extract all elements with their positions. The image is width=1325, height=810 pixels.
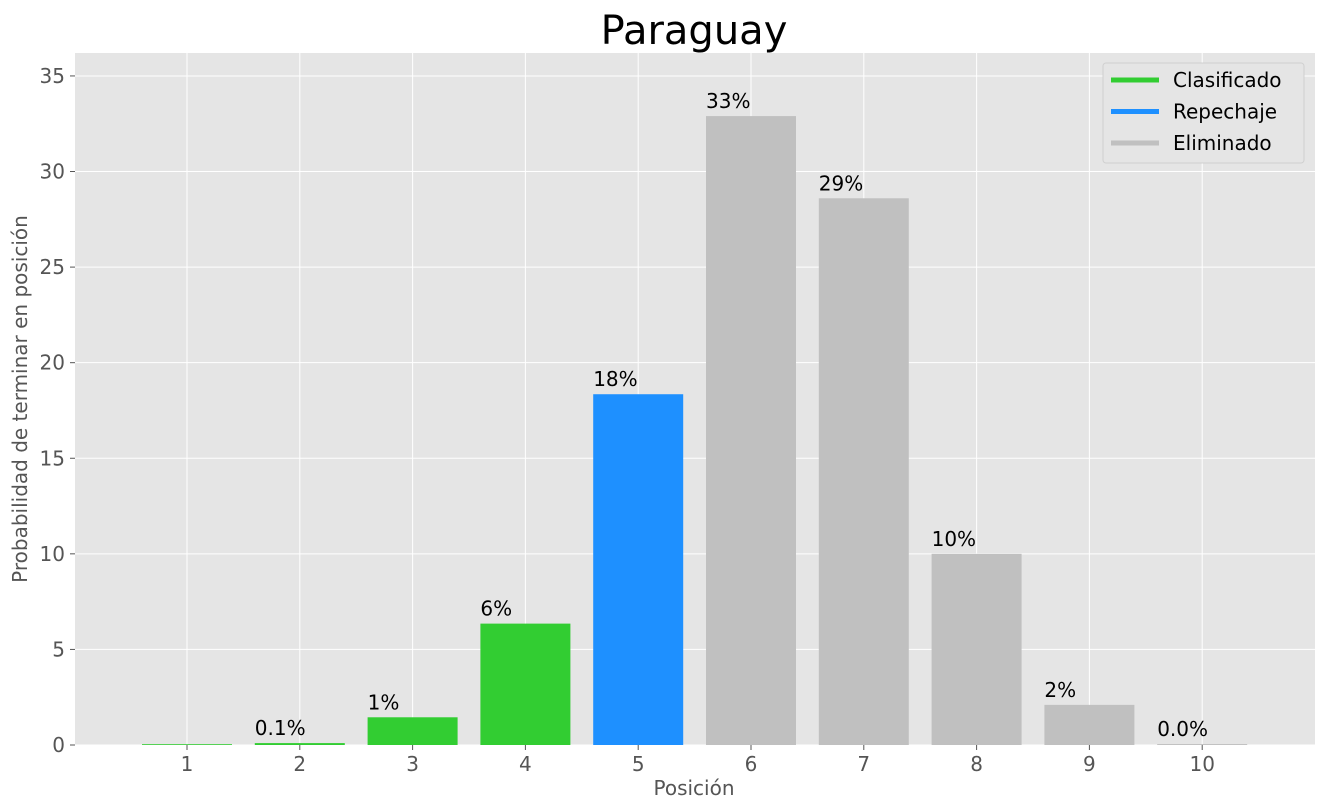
data-label-7: 29% — [819, 171, 863, 195]
bar-5 — [593, 394, 684, 745]
data-label-3: 1% — [368, 690, 400, 714]
bar-10 — [1157, 744, 1248, 745]
bar-3 — [367, 717, 458, 745]
y-tick-label: 10 — [40, 542, 65, 566]
y-tick-label: 15 — [40, 446, 65, 470]
bar-4 — [480, 623, 571, 745]
chart-title: Paraguay — [601, 8, 788, 54]
data-label-5: 18% — [593, 367, 637, 391]
x-axis-label: Posición — [653, 776, 734, 800]
legend-box — [1102, 62, 1305, 164]
y-tick-label: 20 — [40, 351, 65, 375]
legend-label: Eliminado — [1173, 131, 1272, 155]
y-tick-label: 0 — [52, 733, 65, 757]
y-axis-ticks: 0 5 10 15 20 25 30 35 — [40, 64, 75, 757]
data-label-9: 2% — [1044, 678, 1076, 702]
x-tick-label: 2 — [293, 752, 306, 776]
data-label-10: 0.0% — [1157, 717, 1208, 741]
x-tick-label: 6 — [745, 752, 758, 776]
bar-1 — [142, 744, 232, 745]
data-label-6: 33% — [706, 89, 750, 113]
legend: Clasificado Repechaje Eliminado — [1102, 62, 1305, 164]
y-tick-label: 30 — [40, 160, 65, 184]
bar-7 — [818, 198, 909, 746]
data-label-8: 10% — [932, 527, 976, 551]
y-tick-label: 5 — [52, 637, 65, 661]
x-tick-label: 5 — [632, 752, 645, 776]
bar-9 — [1044, 704, 1135, 745]
x-tick-label: 7 — [857, 752, 870, 776]
x-axis-ticks: 1 2 3 4 5 6 7 8 9 10 — [181, 745, 1215, 776]
x-tick-label: 4 — [519, 752, 532, 776]
y-tick-label: 25 — [40, 255, 65, 279]
bar-6 — [706, 116, 796, 745]
x-tick-label: 8 — [970, 752, 983, 776]
data-label-4: 6% — [480, 597, 512, 621]
bars — [142, 116, 1248, 746]
y-axis-label: Probabilidad de terminar en posición — [8, 215, 32, 583]
x-tick-label: 10 — [1189, 752, 1214, 776]
x-tick-label: 3 — [406, 752, 419, 776]
x-tick-label: 9 — [1083, 752, 1096, 776]
y-tick-label: 35 — [40, 64, 65, 88]
data-labels: 0.1% 1% 6% 18% 33% 29% 10% 2% 0.0% — [255, 89, 1208, 741]
x-tick-label: 1 — [181, 752, 194, 776]
data-label-2: 0.1% — [255, 716, 306, 740]
bar-2 — [254, 743, 345, 745]
bar-8 — [931, 553, 1022, 745]
legend-label: Clasificado — [1173, 68, 1282, 92]
legend-label: Repechaje — [1173, 100, 1277, 124]
plot-area — [75, 53, 1315, 745]
